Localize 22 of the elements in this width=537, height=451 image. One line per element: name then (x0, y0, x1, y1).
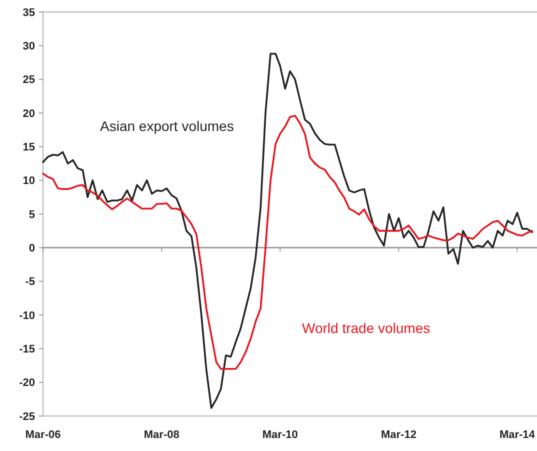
x-tick-label: Mar-12 (381, 429, 416, 441)
line-series (42, 114, 534, 370)
text: Asian export volumes (100, 118, 234, 134)
y-tick-label: 35 (22, 6, 35, 19)
y-tick-label: -15 (19, 344, 35, 356)
y-tick-label: -25 (19, 410, 35, 423)
y-tick-label: 5 (28, 208, 35, 221)
y-tick-label: 20 (22, 108, 35, 120)
x-tick-label: Mar-06 (25, 429, 61, 441)
y-tick-label: -10 (19, 310, 35, 322)
y-tick-label: -20 (19, 377, 35, 390)
y-tick-label: 0 (28, 242, 35, 255)
x-tick-label: Mar-08 (144, 429, 180, 441)
x-tick-label: Mar-14 (499, 429, 536, 441)
y-tick-label: 25 (22, 74, 35, 86)
y-tick-label: -5 (25, 276, 35, 288)
y-tick-label: 30 (22, 40, 35, 53)
line-series (42, 52, 534, 409)
y-tick-label: 15 (22, 142, 35, 154)
text: World trade volumes (302, 320, 430, 336)
y-tick-label: 10 (22, 175, 35, 188)
x-tick-label: Mar-10 (262, 429, 298, 441)
